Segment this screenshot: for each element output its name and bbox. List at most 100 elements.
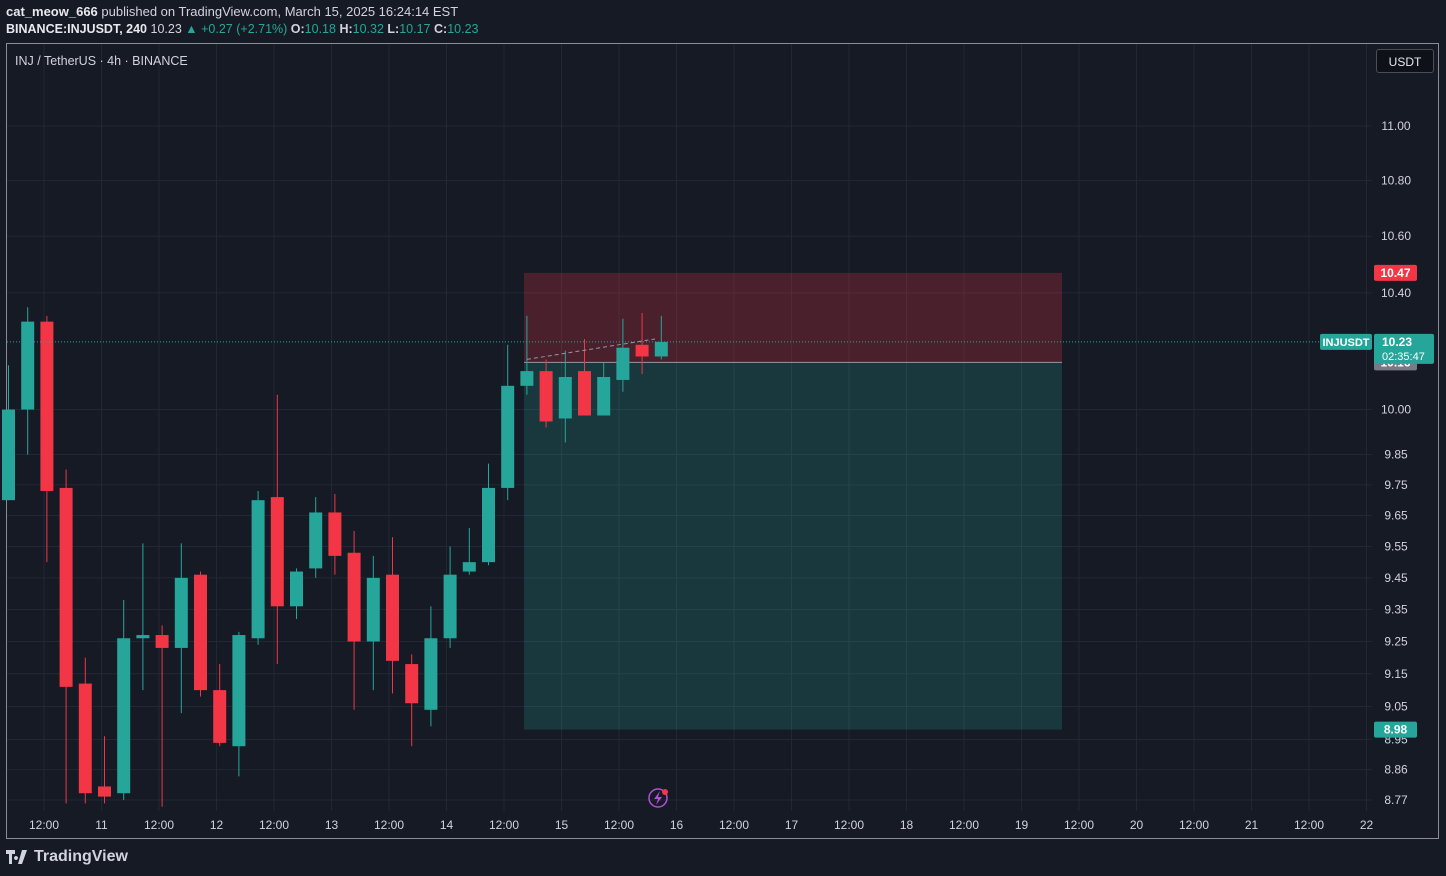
publish-date: published on TradingView.com, March 15, …: [101, 4, 459, 19]
candle-body: [117, 638, 131, 794]
price-tick-label: 9.25: [1384, 634, 1408, 648]
currency-button[interactable]: USDT: [1376, 49, 1434, 73]
candle-body: [654, 341, 668, 357]
candle-body: [597, 376, 611, 416]
candle-body: [194, 574, 207, 691]
logo-text: TradingView: [34, 848, 128, 865]
legend-title: INJ / TetherUS · 4h · BINANCE: [15, 54, 188, 68]
symbol-tag-bg: [1320, 333, 1372, 350]
time-tick-label: 18: [900, 818, 914, 832]
candles: [2, 307, 668, 807]
price-tick-label: 9.55: [1384, 540, 1408, 554]
tradingview-logo[interactable]: TradingView: [6, 848, 128, 866]
change-value: +0.27 (+2.71%): [201, 22, 288, 36]
time-tick-label: 12:00: [374, 818, 404, 832]
candle-body: [616, 347, 630, 380]
symbol-tag: INJUSDT: [1322, 337, 1369, 349]
candle-body: [578, 371, 591, 416]
tradingview-logo-icon: [6, 850, 27, 864]
close-value: 10.23: [447, 22, 479, 36]
take-profit-zone: [524, 362, 1062, 730]
candle-body: [424, 638, 438, 710]
candle-body: [501, 385, 515, 488]
time-tick-label: 12:00: [604, 818, 634, 832]
time-tick-label: 12:00: [834, 818, 864, 832]
price-tick-label: 10.80: [1381, 174, 1411, 188]
high-value: 10.32: [352, 22, 384, 36]
stop-loss-zone: [524, 272, 1062, 363]
time-tick-label: 16: [670, 818, 684, 832]
candle-body: [558, 376, 572, 419]
candle-body: [98, 786, 111, 797]
time-tick-label: 20: [1130, 818, 1144, 832]
time-tick-label: 11: [95, 818, 108, 832]
price-tick-label: 10.60: [1381, 229, 1411, 243]
open-value: 10.18: [304, 22, 336, 36]
position-zones: [524, 272, 1062, 730]
lightning-bolt-icon: [654, 791, 662, 805]
candle-body: [40, 321, 54, 491]
notification-dot: [662, 789, 668, 795]
last-price: 10.23: [150, 22, 182, 36]
candle-body: [213, 690, 227, 743]
price-tick-label: 10.00: [1381, 403, 1411, 417]
low-value: 10.17: [399, 22, 431, 36]
author-name[interactable]: cat_meow_666: [6, 4, 98, 19]
candle-body: [443, 574, 457, 639]
candle-body: [21, 321, 35, 410]
lightning-icon: [648, 788, 668, 808]
time-tick-label: 12:00: [259, 818, 289, 832]
overlay: [7, 338, 1320, 808]
symbol-interval: BINANCE:INJUSDT, 240: [6, 22, 148, 36]
open-label: O:: [290, 22, 305, 36]
price-tick-label: 8.77: [1384, 793, 1408, 807]
candle-body: [78, 683, 92, 794]
low-label: L:: [387, 22, 400, 36]
time-tick-label: 22: [1360, 818, 1374, 832]
price-tick-label: 11.00: [1381, 119, 1410, 133]
price-tick-label: 9.65: [1384, 509, 1408, 523]
candle-body: [174, 577, 188, 648]
candle-body: [482, 487, 495, 563]
time-tick-label: 12: [210, 818, 224, 832]
candle-body: [366, 577, 380, 642]
price-tick-label: 9.45: [1384, 571, 1408, 585]
target-price-tag: 8.98: [1384, 723, 1408, 737]
current-price-tag: 10.23: [1382, 335, 1412, 349]
time-tick-label: 17: [785, 818, 799, 832]
candle-body: [2, 409, 15, 501]
candle-body: [405, 664, 419, 704]
price-tick-label: 9.75: [1384, 478, 1408, 492]
time-tick-label: 19: [1015, 818, 1029, 832]
time-tick-label: 12:00: [144, 818, 174, 832]
candle-body: [290, 571, 303, 607]
price-tick-label: 9.05: [1384, 700, 1408, 714]
stop-price-tag: 10.47: [1380, 266, 1410, 280]
candle-body: [539, 371, 553, 422]
price-tick-label: 10.40: [1381, 286, 1411, 300]
time-tick-label: 12:00: [719, 818, 749, 832]
stop-price-tag-bg: [1374, 264, 1417, 281]
time-tick-label: 12:00: [489, 818, 519, 832]
time-tick-label: 15: [555, 818, 569, 832]
candle-body: [635, 344, 649, 357]
current-price-tag-bg: [1374, 333, 1434, 364]
publish-info: cat_meow_666 published on TradingView.co…: [6, 4, 458, 19]
candle-body: [155, 635, 169, 648]
price-tick-label: 8.86: [1384, 763, 1408, 777]
candle-body: [520, 371, 534, 386]
time-tick-label: 12:00: [1064, 818, 1094, 832]
candle-body: [251, 500, 265, 639]
candle-body: [328, 512, 342, 556]
candle-body: [136, 635, 150, 639]
time-tick-label: 13: [325, 818, 339, 832]
time-tick-label: 14: [440, 818, 454, 832]
grid-lines: [7, 44, 1372, 811]
candle-body: [270, 497, 284, 607]
ohlc-line: BINANCE:INJUSDT, 240 10.23 ▲ +0.27 (+2.7…: [6, 22, 478, 36]
countdown-tag: 02:35:47: [1382, 351, 1425, 363]
candle-body: [347, 552, 361, 642]
candle-body: [386, 574, 399, 661]
